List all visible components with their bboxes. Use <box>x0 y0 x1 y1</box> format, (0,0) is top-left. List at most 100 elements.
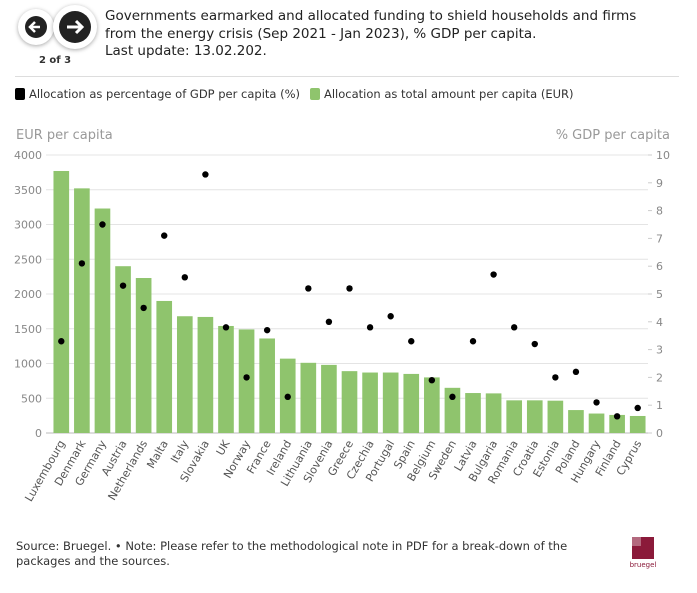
y2-tick-label: 4 <box>656 316 663 329</box>
dot <box>387 313 394 320</box>
dot <box>428 376 436 384</box>
dot <box>510 324 518 331</box>
dot <box>593 399 600 406</box>
bar <box>568 410 584 433</box>
dot <box>613 413 621 420</box>
y2-tick-label: 8 <box>656 205 663 218</box>
forward-icon <box>59 11 91 43</box>
y-tick-label: 3500 <box>14 184 42 197</box>
forward-button[interactable] <box>53 5 97 49</box>
page-position: 2 of 3 <box>38 55 72 66</box>
y2-tick-label: 9 <box>656 177 663 190</box>
bar <box>238 329 255 433</box>
back-icon <box>25 16 47 38</box>
y-tick-label: 500 <box>21 392 42 405</box>
bar <box>135 278 152 433</box>
y2-tick-label: 3 <box>656 344 663 357</box>
bar <box>259 338 275 433</box>
bar <box>485 393 502 433</box>
dot <box>572 368 580 376</box>
y-axis-title: EUR per capita <box>16 128 113 143</box>
bar <box>465 393 481 433</box>
dot <box>305 285 312 292</box>
bar <box>362 372 378 433</box>
dot <box>346 285 353 292</box>
footnote: Source: Bruegel. • Note: Please refer to… <box>16 539 568 568</box>
y2-tick-label: 2 <box>656 371 663 384</box>
legend-swatch <box>15 88 25 100</box>
dot <box>140 304 147 312</box>
bar <box>609 414 625 433</box>
dot <box>119 282 127 289</box>
bar <box>115 266 131 433</box>
y-tick-label: 1500 <box>14 323 42 336</box>
dot <box>202 171 209 178</box>
y2-tick-label: 5 <box>656 288 663 301</box>
dot <box>58 338 65 345</box>
y-tick-label: 0 <box>35 427 42 440</box>
bar <box>53 170 70 434</box>
bar <box>321 364 337 433</box>
logo: bruegel <box>628 537 658 569</box>
x-tick-label: UK <box>214 437 233 457</box>
dot <box>449 393 456 401</box>
legend-label: Allocation as percentage of GDP per capi… <box>29 87 300 101</box>
dot <box>552 374 559 381</box>
y2-tick-label: 0 <box>656 427 663 440</box>
y-tick-label: 3000 <box>14 219 42 232</box>
bar <box>94 208 111 433</box>
bar <box>382 372 399 433</box>
legend-swatch <box>310 88 320 100</box>
legend-item[interactable]: Allocation as percentage of GDP per capi… <box>15 87 300 101</box>
chart-subtitle: Last update: 13.02.202. <box>105 43 267 59</box>
bar <box>424 377 440 433</box>
dot <box>263 326 271 334</box>
dot <box>366 324 374 331</box>
bar <box>74 188 90 433</box>
y2-tick-label: 10 <box>656 149 670 162</box>
dot <box>99 221 106 228</box>
bar <box>341 371 358 433</box>
bar <box>156 300 173 433</box>
y2-tick-label: 7 <box>656 232 663 245</box>
logo-mark <box>632 537 654 559</box>
dot <box>490 271 497 278</box>
dot <box>222 324 230 331</box>
chart: EUR per capita % GDP per capita 0 500 1000… <box>14 128 670 504</box>
y2-tick-label: 6 <box>656 260 663 273</box>
dot <box>531 340 538 348</box>
logo-text: bruegel <box>629 561 657 569</box>
bar <box>547 400 564 433</box>
bar <box>588 413 605 433</box>
dot <box>284 393 291 401</box>
chart-title: Governments earmarked and allocated fund… <box>105 8 637 42</box>
y-tick-label: 2500 <box>14 253 42 266</box>
x-tick-label: Malta <box>144 438 170 471</box>
legend-label: Allocation as total amount per capita (E… <box>324 87 574 101</box>
back-button[interactable] <box>18 9 54 45</box>
dot <box>78 260 86 267</box>
divider <box>15 76 679 77</box>
bar <box>444 387 461 433</box>
bar <box>506 400 523 433</box>
legend: Allocation as percentage of GDP per capi… <box>15 87 574 101</box>
dot <box>181 274 189 281</box>
y2-tick-label: 1 <box>656 399 663 412</box>
dot <box>408 338 415 345</box>
bar <box>197 316 214 433</box>
dot <box>161 232 168 239</box>
bar <box>300 362 317 433</box>
dot <box>325 318 333 325</box>
dot <box>243 374 250 381</box>
bar <box>526 400 543 433</box>
y-tick-label: 2000 <box>14 288 42 301</box>
bar <box>176 316 193 433</box>
dot <box>634 404 641 412</box>
dot <box>469 338 477 345</box>
y-tick-label: 4000 <box>14 149 42 162</box>
y-tick-label: 1000 <box>14 358 42 371</box>
bar <box>403 373 420 433</box>
y2-axis-title: % GDP per capita <box>556 128 670 143</box>
legend-item[interactable]: Allocation as total amount per capita (E… <box>310 87 574 101</box>
